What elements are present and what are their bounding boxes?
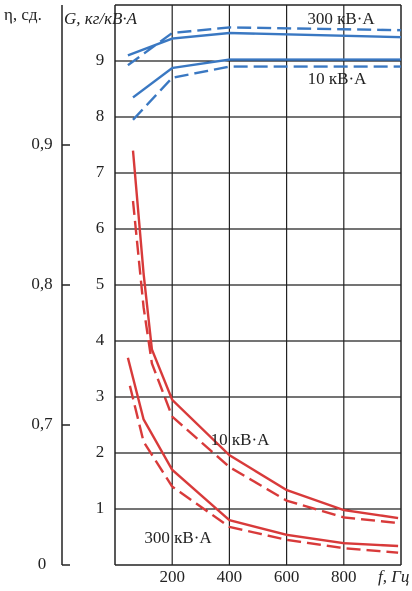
annotation: 300 кВ·А	[307, 9, 375, 28]
y-tick-label: 2	[96, 442, 105, 461]
y-tick-label: 1	[96, 498, 105, 517]
annotation: 10 кВ·А	[308, 69, 368, 88]
x-tick-label: 600	[274, 567, 300, 586]
y2-tick-label: 0,8	[31, 274, 52, 293]
y2-tick-label: 0	[38, 554, 47, 573]
y2-tick-label: 0,9	[31, 134, 52, 153]
y-tick-label: 4	[96, 330, 105, 349]
x-tick-label: 200	[159, 567, 185, 586]
y-tick-label: 7	[96, 162, 105, 181]
line-series	[126, 357, 399, 548]
y-tick-label: 8	[96, 106, 105, 125]
line-series	[132, 65, 401, 121]
annotation: 300 кВ·А	[144, 528, 212, 547]
y-tick-label: 3	[96, 386, 105, 405]
line-series	[131, 200, 399, 525]
x-tick-label: 800	[331, 567, 357, 586]
line-series	[132, 58, 401, 99]
y-tick-label: 6	[96, 218, 105, 237]
line-series	[128, 385, 399, 554]
y2-tick-label: 0,7	[31, 414, 53, 433]
y2-axis-label: η, сд.	[4, 5, 42, 24]
x-axis-label: f, Гц	[378, 567, 409, 586]
y-axis-label: G, кг/кВ·А	[64, 9, 138, 28]
y-tick-label: 5	[96, 274, 105, 293]
line-series	[131, 150, 399, 520]
annotation: 10 кВ·А	[211, 430, 271, 449]
y-tick-label: 9	[96, 50, 105, 69]
line-series	[127, 26, 402, 67]
x-tick-label: 400	[217, 567, 243, 586]
line-series	[127, 31, 402, 57]
